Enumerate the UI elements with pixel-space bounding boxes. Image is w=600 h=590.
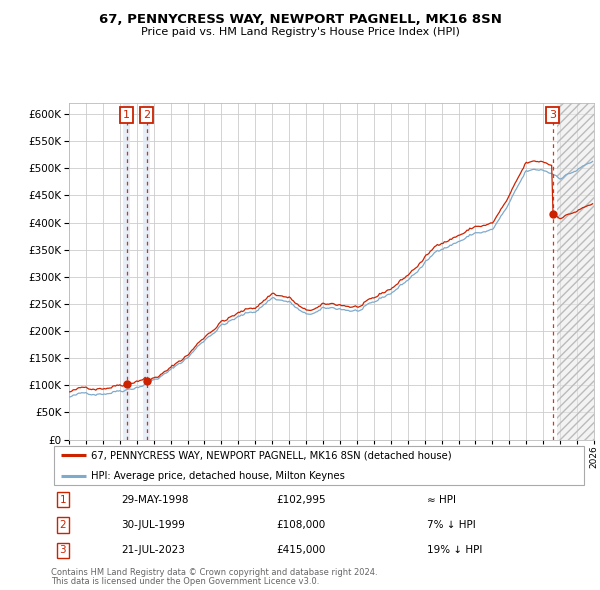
Text: 30-JUL-1999: 30-JUL-1999: [121, 520, 185, 530]
Text: Contains HM Land Registry data © Crown copyright and database right 2024.: Contains HM Land Registry data © Crown c…: [51, 568, 377, 576]
Text: 29-MAY-1998: 29-MAY-1998: [121, 495, 188, 505]
Text: 67, PENNYCRESS WAY, NEWPORT PAGNELL, MK16 8SN (detached house): 67, PENNYCRESS WAY, NEWPORT PAGNELL, MK1…: [91, 450, 452, 460]
Bar: [143, 103, 150, 440]
Bar: [557, 103, 594, 440]
Bar: [557, 103, 594, 440]
Text: £415,000: £415,000: [277, 545, 326, 555]
Text: 2: 2: [59, 520, 66, 530]
FancyBboxPatch shape: [53, 446, 584, 485]
Text: 1: 1: [59, 495, 66, 505]
Text: 67, PENNYCRESS WAY, NEWPORT PAGNELL, MK16 8SN: 67, PENNYCRESS WAY, NEWPORT PAGNELL, MK1…: [98, 13, 502, 26]
Text: 2: 2: [143, 110, 150, 120]
Text: 7% ↓ HPI: 7% ↓ HPI: [427, 520, 476, 530]
Text: 1: 1: [123, 110, 130, 120]
Text: 21-JUL-2023: 21-JUL-2023: [121, 545, 185, 555]
Text: 19% ↓ HPI: 19% ↓ HPI: [427, 545, 482, 555]
Text: 3: 3: [549, 110, 556, 120]
Text: £102,995: £102,995: [277, 495, 326, 505]
Text: ≈ HPI: ≈ HPI: [427, 495, 456, 505]
Text: This data is licensed under the Open Government Licence v3.0.: This data is licensed under the Open Gov…: [51, 577, 319, 586]
Text: Price paid vs. HM Land Registry's House Price Index (HPI): Price paid vs. HM Land Registry's House …: [140, 27, 460, 37]
Bar: [124, 103, 130, 440]
Text: HPI: Average price, detached house, Milton Keynes: HPI: Average price, detached house, Milt…: [91, 471, 345, 481]
Text: £108,000: £108,000: [277, 520, 326, 530]
Text: 3: 3: [59, 545, 66, 555]
